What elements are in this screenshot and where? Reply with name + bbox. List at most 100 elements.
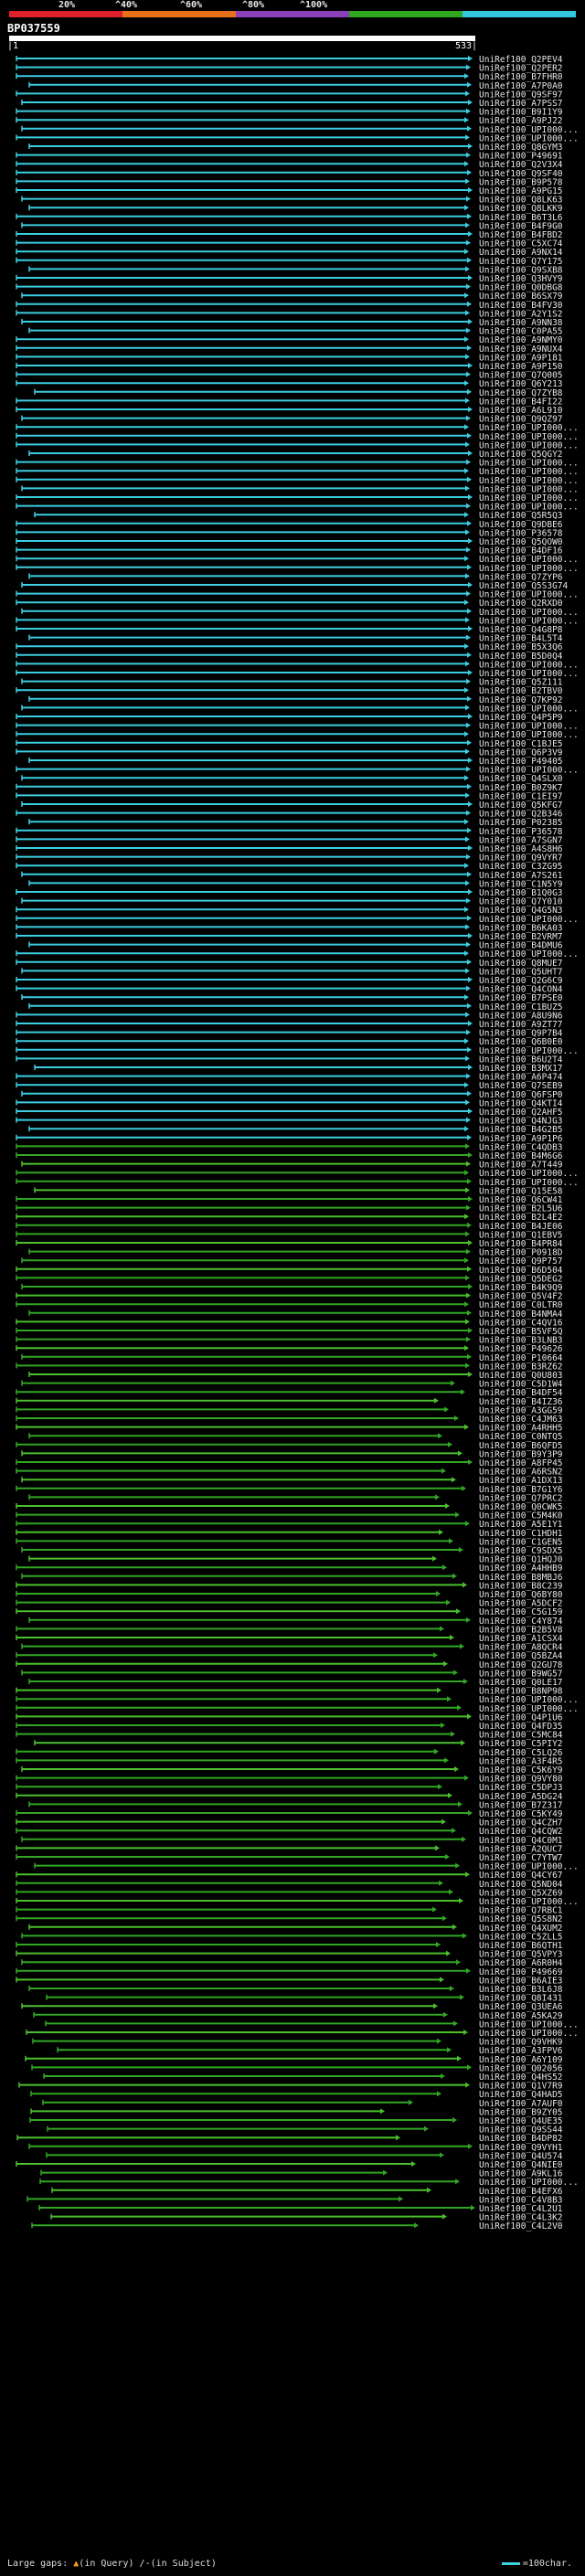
hit-row[interactable]: UniRef100_B6SX79 (21, 292, 563, 302)
hit-label[interactable]: UniRef100_B8MBJ6 (479, 1573, 563, 1583)
hit-row[interactable]: UniRef100_P36578 (16, 528, 563, 538)
hit-label[interactable]: UniRef100_Q4G5N3 (479, 906, 563, 916)
hit-row[interactable]: UniRef100_B3RZ62 (16, 1362, 563, 1372)
hit-label[interactable]: UniRef100_Q4C0M1 (479, 1836, 563, 1846)
hit-label[interactable]: UniRef100_Q5R5Q3 (479, 511, 563, 521)
hit-label[interactable]: UniRef100_Q5XZ69 (479, 1888, 563, 1898)
hit-label[interactable]: UniRef100_B4EFX6 (479, 2187, 563, 2197)
hit-label[interactable]: UniRef100_Q8GYM3 (479, 143, 563, 153)
hit-row[interactable]: UniRef100_B2L4E2 (16, 1213, 563, 1223)
hit-label[interactable]: UniRef100_Q4G8P8 (479, 625, 563, 635)
hit-label[interactable]: UniRef100_Q1HQJ0 (479, 1555, 563, 1565)
hit-label[interactable]: UniRef100_Q9P7B4 (479, 1029, 563, 1039)
hit-row[interactable]: UniRef100_UPI000... (16, 915, 579, 925)
hit-label[interactable]: UniRef100_UPI000... (479, 484, 579, 494)
hit-row[interactable]: UniRef100_C5ZLL5 (21, 1932, 563, 1942)
hit-row[interactable]: UniRef100_UPI000... (16, 432, 579, 442)
hit-label[interactable]: UniRef100_Q1V7R9 (479, 2082, 563, 2092)
hit-label[interactable]: UniRef100_A3F4R5 (479, 1756, 563, 1766)
hit-row[interactable]: UniRef100_A7T449 (21, 1161, 563, 1171)
hit-row[interactable]: UniRef100_C4Y874 (28, 1617, 563, 1627)
hit-label[interactable]: UniRef100_A7P0A0 (479, 81, 563, 91)
hit-label[interactable]: UniRef100_C1HDH1 (479, 1529, 563, 1539)
hit-row[interactable]: UniRef100_Q4NJG3 (16, 1117, 563, 1127)
hit-row[interactable]: UniRef100_UPI000... (16, 1695, 579, 1705)
hit-label[interactable]: UniRef100_B4DF54 (479, 1388, 563, 1398)
hit-row[interactable]: UniRef100_Q9VYH1 (28, 2143, 563, 2153)
hit-label[interactable]: UniRef100_UPI000... (479, 564, 579, 574)
hit-row[interactable]: UniRef100_C0NTQ5 (28, 1432, 563, 1442)
hit-row[interactable]: UniRef100_P0918D (28, 1248, 563, 1258)
hit-row[interactable]: UniRef100_UPI000... (26, 2029, 579, 2039)
hit-label[interactable]: UniRef100_B4F9G0 (479, 221, 563, 231)
hit-label[interactable]: UniRef100_UPI000... (479, 440, 579, 451)
hit-label[interactable]: UniRef100_Q9DBE6 (479, 520, 563, 530)
hit-row[interactable]: UniRef100_A7S261 (21, 871, 563, 881)
hit-row[interactable]: UniRef100_B5X3Q6 (16, 642, 563, 652)
hit-row[interactable]: UniRef100_B4F9G0 (21, 221, 563, 231)
hit-label[interactable]: UniRef100_B4JE06 (479, 1222, 563, 1232)
hit-label[interactable]: UniRef100_Q7Y175 (479, 257, 563, 267)
hit-row[interactable]: UniRef100_UPI000... (16, 730, 579, 740)
hit-label[interactable]: UniRef100_A6Y109 (479, 2055, 563, 2065)
hit-row[interactable]: UniRef100_Q5KFG7 (21, 800, 563, 811)
hit-row[interactable]: UniRef100_UPI000... (16, 722, 579, 732)
hit-row[interactable]: UniRef100_UPI000... (16, 564, 579, 574)
hit-row[interactable]: UniRef100_Q4P5P9 (16, 713, 563, 723)
hit-label[interactable]: UniRef100_B3L6J8 (479, 1985, 563, 1995)
hit-label[interactable]: UniRef100_C1N5Y9 (479, 879, 563, 889)
hit-row[interactable]: UniRef100_C1HDH1 (16, 1529, 563, 1539)
hit-label[interactable]: UniRef100_Q0DBG8 (479, 283, 563, 293)
hit-row[interactable]: UniRef100_Q4NIE0 (16, 2160, 563, 2170)
hit-row[interactable]: UniRef100_B2B5V8 (16, 1625, 563, 1635)
hit-row[interactable]: UniRef100_Q4CON4 (16, 985, 563, 995)
hit-label[interactable]: UniRef100_UPI000... (479, 467, 579, 477)
hit-label[interactable]: UniRef100_Q6FSP0 (479, 1090, 563, 1100)
hit-label[interactable]: UniRef100_Q9QZ97 (479, 415, 563, 425)
hit-label[interactable]: UniRef100_B4NMA4 (479, 1309, 563, 1320)
hit-label[interactable]: UniRef100_B4PR84 (479, 1239, 563, 1249)
hit-row[interactable]: UniRef100_C5K6Y9 (21, 1765, 563, 1776)
hit-row[interactable]: UniRef100_C7YTW7 (16, 1853, 563, 1863)
hit-label[interactable]: UniRef100_UPI000... (479, 704, 579, 714)
hit-row[interactable]: UniRef100_A4HHB9 (16, 1564, 563, 1574)
hit-label[interactable]: UniRef100_UPI000... (479, 915, 579, 925)
hit-row[interactable]: UniRef100_C4L2U1 (38, 2204, 563, 2214)
hit-row[interactable]: UniRef100_UPI000... (21, 608, 579, 618)
hit-label[interactable]: UniRef100_Q2PER2 (479, 64, 563, 74)
hit-label[interactable]: UniRef100_UPI000... (479, 608, 579, 618)
hit-label[interactable]: UniRef100_P49405 (479, 757, 563, 767)
hit-label[interactable]: UniRef100_UPI000... (479, 133, 579, 143)
hit-row[interactable]: UniRef100_Q4CY67 (16, 1871, 563, 1881)
hit-row[interactable]: UniRef100_A3GG59 (16, 1405, 563, 1415)
hit-row[interactable]: UniRef100_C0LTR0 (16, 1300, 563, 1310)
hit-label[interactable]: UniRef100_UPI000... (479, 2019, 579, 2030)
hit-label[interactable]: UniRef100_P49626 (479, 1344, 563, 1354)
hit-label[interactable]: UniRef100_A4HHB9 (479, 1564, 563, 1574)
hit-label[interactable]: UniRef100_Q4P5P9 (479, 713, 563, 723)
hit-row[interactable]: UniRef100_UPI000... (16, 1897, 579, 1907)
hit-label[interactable]: UniRef100_Q9SF97 (479, 90, 563, 100)
hit-row[interactable]: UniRef100_B4DF16 (16, 546, 563, 557)
hit-label[interactable]: UniRef100_Q15E58 (479, 1186, 563, 1196)
hit-label[interactable]: UniRef100_Q5KFG7 (479, 800, 563, 811)
hit-row[interactable]: UniRef100_Q2B346 (16, 810, 563, 820)
hit-row[interactable]: UniRef100_A5DCF2 (16, 1599, 563, 1609)
hit-row[interactable]: UniRef100_UPI000... (16, 616, 579, 626)
hit-label[interactable]: UniRef100_C4L2V0 (479, 2221, 563, 2231)
hit-row[interactable]: UniRef100_Q7ZYB8 (34, 388, 563, 398)
hit-label[interactable]: UniRef100_A9PG15 (479, 186, 563, 196)
hit-row[interactable]: UniRef100_A9NMY0 (16, 335, 563, 345)
hit-label[interactable]: UniRef100_Q9VY80 (479, 1775, 563, 1785)
hit-row[interactable]: UniRef100_B8MBJ6 (21, 1573, 563, 1583)
hit-row[interactable]: UniRef100_B4FV30 (16, 301, 563, 311)
hit-row[interactable]: UniRef100_Q4XUM2 (28, 1924, 563, 1934)
hit-label[interactable]: UniRef100_B9Y3P9 (479, 1449, 563, 1459)
hit-row[interactable]: UniRef100_A8U9N6 (16, 1011, 563, 1021)
hit-row[interactable]: UniRef100_Q8LKK9 (28, 204, 563, 214)
hit-label[interactable]: UniRef100_Q8MUE7 (479, 959, 563, 969)
hit-label[interactable]: UniRef100_B6QFD5 (479, 1441, 563, 1451)
hit-label[interactable]: UniRef100_B2L4E2 (479, 1213, 563, 1223)
hit-label[interactable]: UniRef100_Q4XUM2 (479, 1924, 563, 1934)
hit-row[interactable]: UniRef100_A6RSN2 (16, 1468, 563, 1478)
